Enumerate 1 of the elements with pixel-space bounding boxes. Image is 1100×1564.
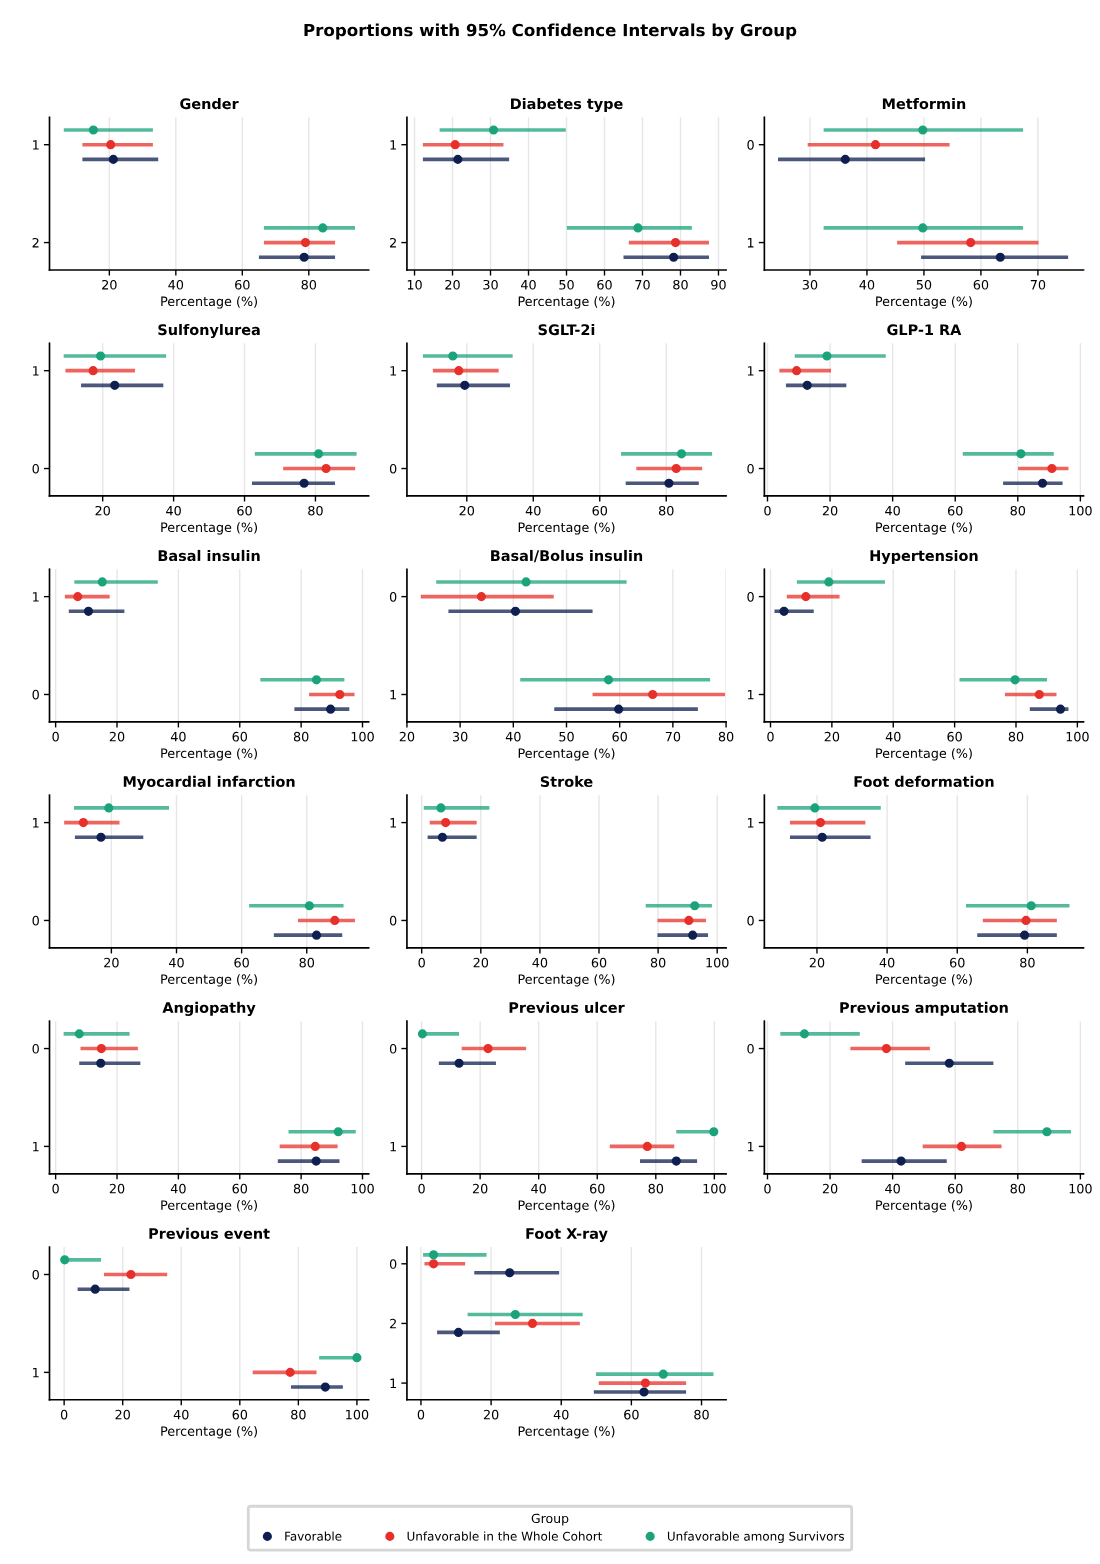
text: Proportions with 95% Confidence Intervals by Group [304, 23, 797, 40]
